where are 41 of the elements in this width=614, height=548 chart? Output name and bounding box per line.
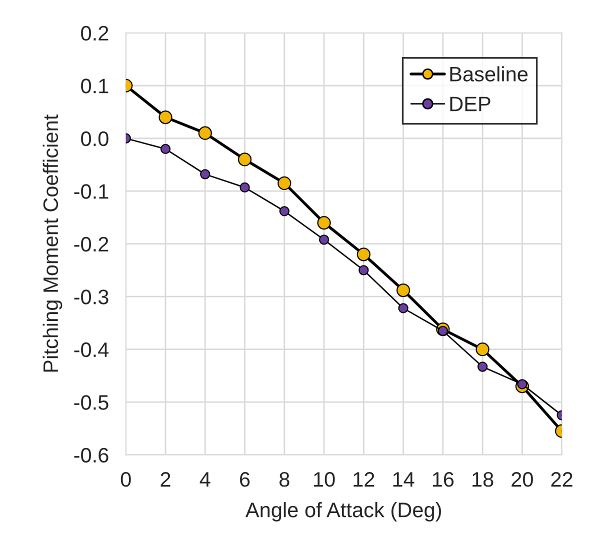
x-tick-label: 0	[120, 472, 131, 487]
point	[240, 182, 250, 192]
x-tick-label: 16	[432, 472, 454, 487]
y-tick-label: -0.6	[74, 448, 108, 463]
x-tick-label: 4	[200, 472, 210, 487]
x-tick-label: 2	[160, 472, 170, 487]
legend-label: Baseline	[450, 66, 528, 82]
point	[396, 283, 410, 298]
point	[160, 144, 171, 154]
point	[476, 342, 490, 356]
y-tick-label: 0.2	[81, 26, 108, 41]
y-tick-label: -0.3	[74, 290, 108, 304]
point	[318, 234, 330, 245]
y-tick-label: 0.0	[81, 131, 108, 146]
point	[477, 362, 488, 372]
y-tick-label: 0.1	[81, 78, 108, 94]
point	[200, 169, 210, 180]
y-tick-label: -0.5	[74, 395, 108, 410]
point	[158, 110, 172, 124]
x-tick-label: 14	[393, 472, 414, 487]
point	[358, 265, 369, 276]
x-tick-label: 12	[354, 472, 374, 487]
point	[238, 152, 252, 166]
point	[198, 126, 212, 140]
point	[278, 176, 292, 190]
point	[356, 248, 370, 262]
y-tick-label: -0.2	[74, 236, 108, 252]
x-tick-label: 20	[512, 472, 533, 487]
y-axis-title: Pitching Moment Coefficient	[42, 114, 62, 372]
x-tick-label: 10	[314, 472, 335, 487]
point	[279, 206, 290, 216]
point	[398, 303, 408, 314]
x-tick-label: 6	[240, 472, 250, 487]
legend-label: DEP	[450, 96, 490, 112]
x-tick-label: 8	[280, 472, 290, 487]
x-axis-title: Angle of Attack (Deg)	[245, 502, 441, 522]
point	[317, 216, 331, 230]
x-tick-label: 22	[551, 472, 572, 487]
x-tick-label: 18	[472, 472, 494, 487]
y-tick-label: -0.4	[74, 342, 109, 358]
y-tick-label: -0.1	[74, 184, 108, 199]
